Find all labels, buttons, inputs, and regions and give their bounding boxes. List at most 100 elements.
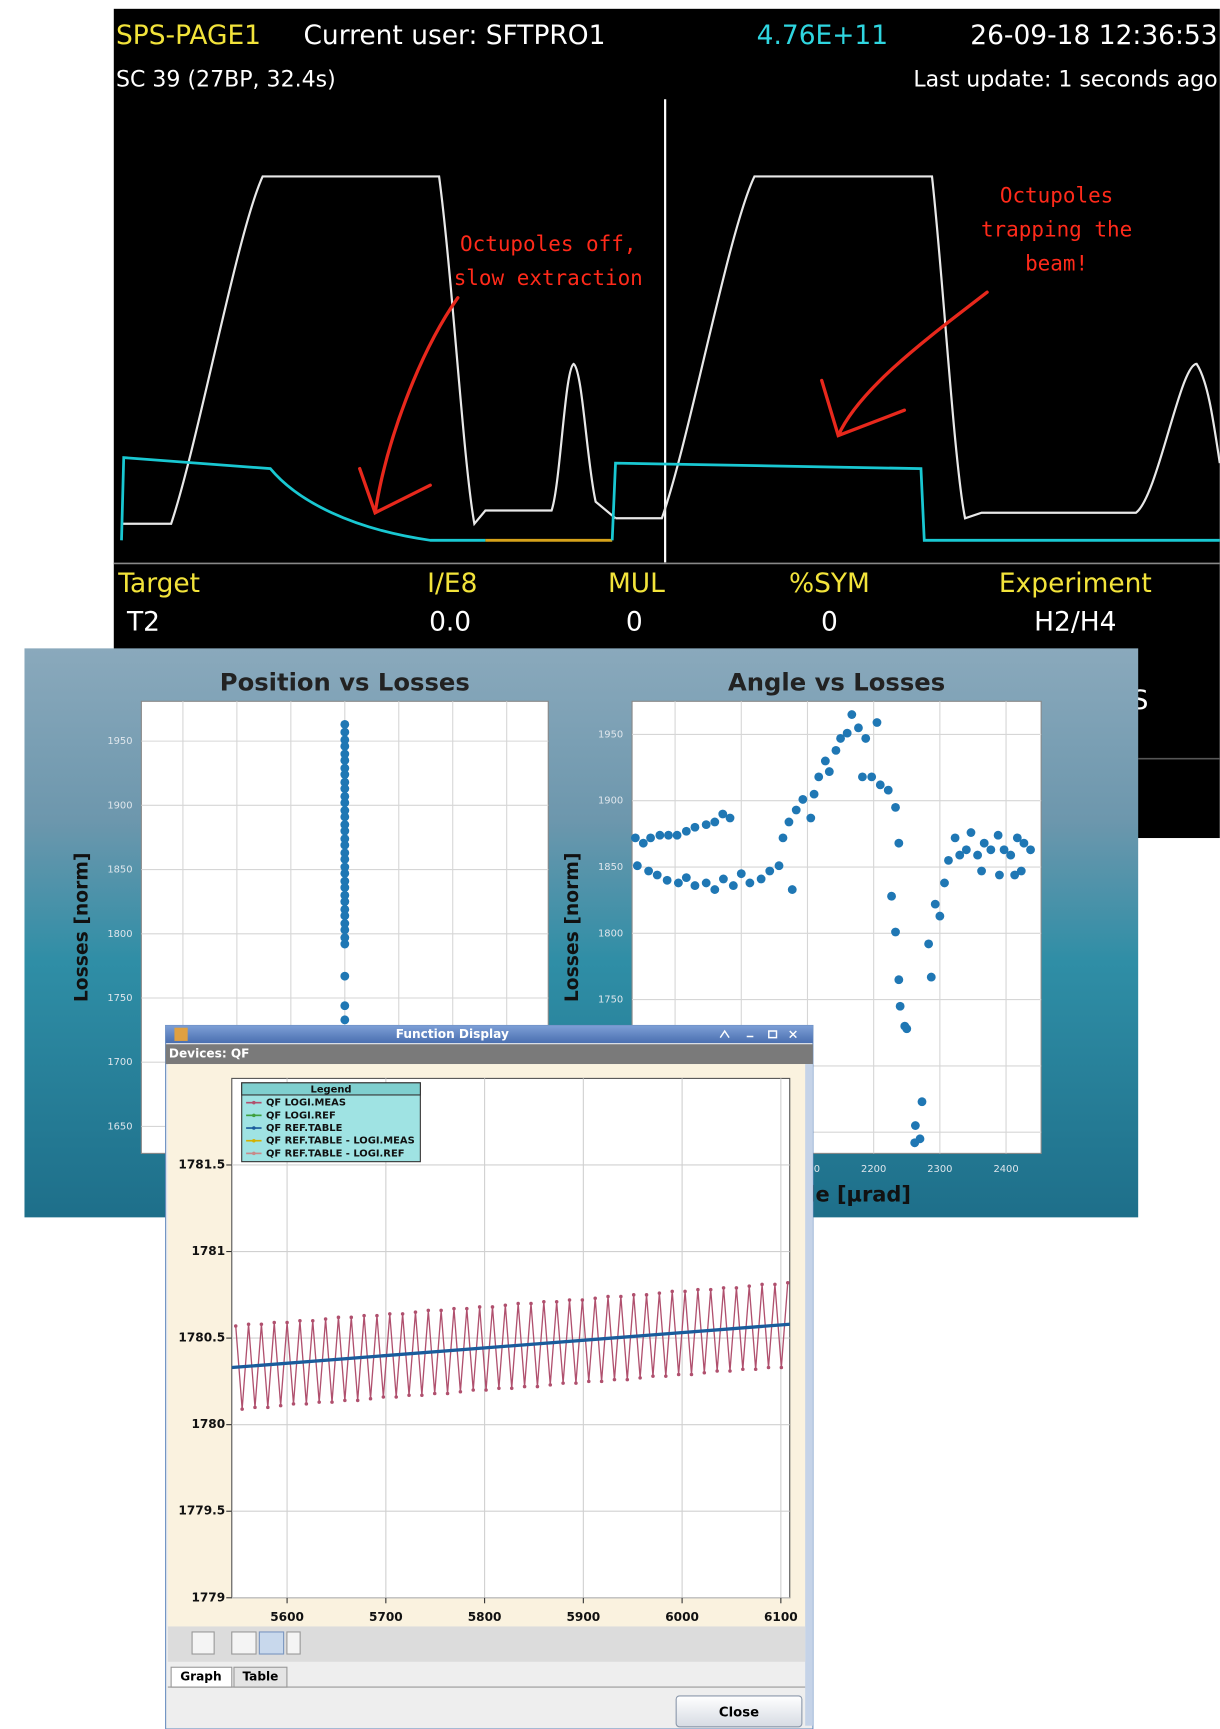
scatter-point (918, 1097, 927, 1106)
y-tick-label: 1800 (107, 929, 132, 940)
scatter-point (340, 770, 349, 779)
x-tick-label: 2300 (927, 1164, 952, 1175)
y-tick-label: 1900 (107, 800, 132, 811)
scatter-point (340, 855, 349, 864)
legend-swatch (252, 1114, 256, 1118)
series-point (478, 1305, 482, 1309)
scatter-point (653, 871, 662, 880)
scatter-point (340, 756, 349, 765)
series-point (420, 1393, 424, 1397)
legend-title: Legend (311, 1084, 352, 1095)
scatter-point (876, 780, 885, 789)
scatter-point (986, 845, 995, 854)
series-point (382, 1395, 386, 1399)
series-point (471, 1388, 475, 1392)
scatter-point (884, 786, 893, 795)
scatter-point (798, 795, 807, 804)
function-display-window: Function Display Devices: QF 17791779.51… (166, 1025, 813, 1729)
annotation: beam! (1025, 252, 1088, 276)
x-tick-label: 5900 (566, 1610, 600, 1624)
tab-label[interactable]: Graph (180, 1670, 221, 1684)
cycle: SC 39 (27BP, 32.4s) (116, 67, 336, 92)
legend-label: QF LOGI.MEAS (266, 1098, 346, 1109)
scatter-point (973, 851, 982, 860)
table-cell: 0.0 (429, 607, 471, 638)
series-point (491, 1305, 495, 1309)
series-point (555, 1300, 559, 1304)
series-point (690, 1373, 694, 1377)
series-point (548, 1383, 552, 1387)
legend-label: QF REF.TABLE - LOGI.MEAS (266, 1136, 415, 1147)
series-point (311, 1319, 315, 1323)
series-point (452, 1307, 456, 1311)
series-point (754, 1367, 758, 1371)
toolbar-button[interactable] (232, 1632, 256, 1654)
tab-label[interactable]: Table (242, 1670, 278, 1684)
scatter-point (779, 833, 788, 842)
y-tick-label: 1950 (598, 729, 623, 740)
table-cell: T2 (126, 607, 160, 638)
scatter-point (894, 975, 903, 984)
series-point (504, 1303, 508, 1307)
scatter-point (340, 1015, 349, 1024)
annotation: Octupoles (1000, 183, 1113, 207)
series-point (619, 1295, 623, 1299)
series-point (773, 1283, 777, 1287)
screenshot: SPS-PAGE1 Current user: SFTPRO1 4.76E+11… (0, 0, 1220, 1729)
toolbar-button[interactable] (259, 1632, 283, 1654)
scatter-point (340, 869, 349, 878)
series-point (613, 1378, 617, 1382)
scatter-point (646, 833, 655, 842)
series-point (337, 1316, 341, 1320)
series-point (350, 1316, 354, 1320)
y-tick-label: 1780 (191, 1417, 225, 1431)
series-point (401, 1312, 405, 1316)
series-point (523, 1385, 527, 1389)
scatter-point (843, 729, 852, 738)
scatter-point (902, 1024, 911, 1033)
annotation: slow extraction (454, 266, 643, 290)
series-point (292, 1402, 296, 1406)
series-point (279, 1404, 283, 1408)
series-point (324, 1317, 328, 1321)
scatter-point (1006, 851, 1015, 860)
chart-title: Angle vs Losses (728, 668, 945, 697)
series-point (561, 1381, 565, 1385)
x-tick-label: 6000 (665, 1610, 699, 1624)
series-point (240, 1407, 244, 1411)
legend-label: QF REF.TABLE (266, 1123, 343, 1134)
table-header: %SYM (789, 568, 870, 599)
series-point (638, 1376, 642, 1380)
last-update: Last update: 1 seconds ago (913, 67, 1217, 92)
y-tick-label: 1950 (107, 736, 132, 747)
toolbar-button[interactable] (287, 1632, 300, 1654)
y-tick-label: 1700 (107, 1057, 132, 1068)
user: Current user: SFTPRO1 (303, 20, 605, 51)
series-point (446, 1392, 450, 1396)
scatter-point (810, 790, 819, 799)
series-point (645, 1293, 649, 1297)
scatter-point (340, 972, 349, 981)
series-point (356, 1399, 360, 1403)
series-point (606, 1295, 610, 1299)
series-point (529, 1302, 533, 1306)
series-point (343, 1399, 347, 1403)
series-point (247, 1322, 251, 1326)
scatter-point (664, 831, 673, 840)
legend-swatch (252, 1139, 256, 1143)
scatter-point (896, 1002, 905, 1011)
scatter-point (340, 812, 349, 821)
series-point (536, 1385, 540, 1389)
series-point (760, 1283, 764, 1287)
y-tick-label: 1650 (107, 1121, 132, 1132)
scatter-point (757, 875, 766, 884)
series-point (497, 1387, 501, 1391)
close-label[interactable]: Close (719, 1705, 759, 1720)
x-tick-label: 5700 (369, 1610, 403, 1624)
table-cell: 0 (821, 607, 838, 638)
scatter-point (745, 879, 754, 888)
scatter-point (995, 871, 1004, 880)
series-point (516, 1302, 520, 1306)
toolbar-button[interactable] (192, 1632, 214, 1654)
scatter-point (924, 940, 933, 949)
